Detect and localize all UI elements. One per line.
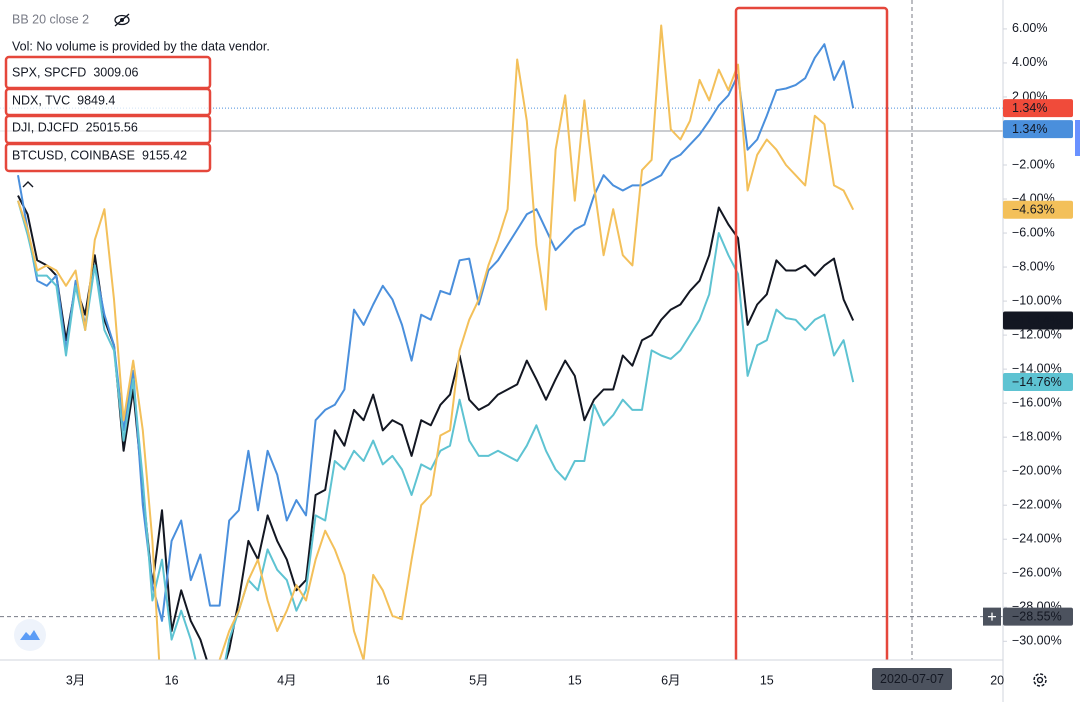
y-tick-label: −6.00%	[1012, 225, 1055, 239]
price-badge-label: 1.34%	[1012, 101, 1047, 115]
y-tick-label: −30.00%	[1012, 634, 1062, 648]
settings-icon[interactable]	[1033, 673, 1047, 687]
price-badge	[1003, 373, 1073, 392]
price-badge	[1003, 99, 1073, 118]
legend-value: 9849.4	[77, 93, 115, 107]
price-badge-label: −28.55%	[1012, 609, 1062, 623]
series-line	[17, 195, 855, 660]
highlight-box	[4, 142, 212, 173]
price-badge-label: −11.14%	[1012, 313, 1061, 327]
y-tick-label: −26.00%	[1012, 566, 1062, 580]
y-tick-label: −14.00%	[1012, 361, 1062, 375]
x-tick-label: 20	[990, 673, 1004, 687]
x-tick-label: 5月	[469, 673, 488, 687]
y-tick-label: −22.00%	[1012, 498, 1062, 512]
plus-icon	[988, 612, 996, 621]
y-tick-label: −8.00%	[1012, 259, 1055, 273]
legend-value: 3009.06	[93, 65, 138, 79]
plot-area	[0, 0, 1003, 660]
legend-value: 25015.56	[86, 120, 138, 134]
price-badge-label: 1.34%	[1012, 122, 1047, 136]
x-tick-label: 6月	[661, 673, 680, 687]
scroll-handle[interactable]	[1075, 120, 1080, 156]
x-tick-label: 15	[760, 673, 774, 687]
y-tick-label: −16.00%	[1012, 395, 1062, 409]
x-tick-label: 4月	[277, 673, 296, 687]
crosshair-date: 2020-07-07	[880, 672, 944, 686]
collapse-button[interactable]	[22, 181, 34, 188]
legend-name: NDX, TVC	[12, 93, 70, 107]
price-badge	[1003, 200, 1073, 219]
logo[interactable]	[14, 619, 46, 651]
legend-name: DJI, DJCFD	[12, 120, 79, 134]
y-tick-label: −24.00%	[1012, 532, 1062, 546]
price-badge	[1003, 607, 1073, 626]
series-line	[17, 43, 855, 622]
legend-name: BTCUSD, COINBASE	[12, 148, 135, 162]
x-tick-label: 3月	[66, 673, 85, 687]
legend-value: 9155.42	[142, 148, 187, 162]
price-badge	[1003, 311, 1073, 330]
eye-icon[interactable]	[114, 13, 130, 27]
y-tick-label: 4.00%	[1012, 55, 1047, 69]
series-line	[17, 24, 855, 660]
axes: 6.00%4.00%2.00%−2.00%−4.00%−6.00%−8.00%−…	[66, 21, 1073, 690]
overlay: BB 20 close 2 Vol: No volume is provided…	[0, 6, 889, 664]
y-tick-label: −12.00%	[1012, 327, 1062, 341]
crosshair-date-box	[872, 668, 952, 690]
time-axis	[0, 660, 1003, 702]
legend: SPX, SPCFD 3009.06 NDX, TVC 9849.4 DJI, DJCF…	[12, 65, 187, 162]
legend-name: SPX, SPCFD	[12, 65, 86, 79]
y-tick-label: 6.00%	[1012, 21, 1047, 35]
y-tick-label: −2.00%	[1012, 157, 1055, 171]
price-badge-label: −4.63%	[1012, 203, 1055, 217]
price-badge	[1003, 120, 1073, 139]
x-tick-label: 16	[376, 673, 390, 687]
price-badge-label: −14.76%	[1012, 375, 1062, 389]
indicator-label: BB 20 close 2	[12, 12, 89, 26]
y-tick-label: −20.00%	[1012, 463, 1062, 477]
y-tick-label: −18.00%	[1012, 429, 1062, 443]
y-tick-label: −10.00%	[1012, 293, 1062, 307]
x-tick-label: 15	[568, 673, 582, 687]
x-tick-label: 16	[165, 673, 179, 687]
highlight-box	[734, 6, 889, 664]
volume-note: Vol: No volume is provided by the data v…	[12, 39, 270, 53]
